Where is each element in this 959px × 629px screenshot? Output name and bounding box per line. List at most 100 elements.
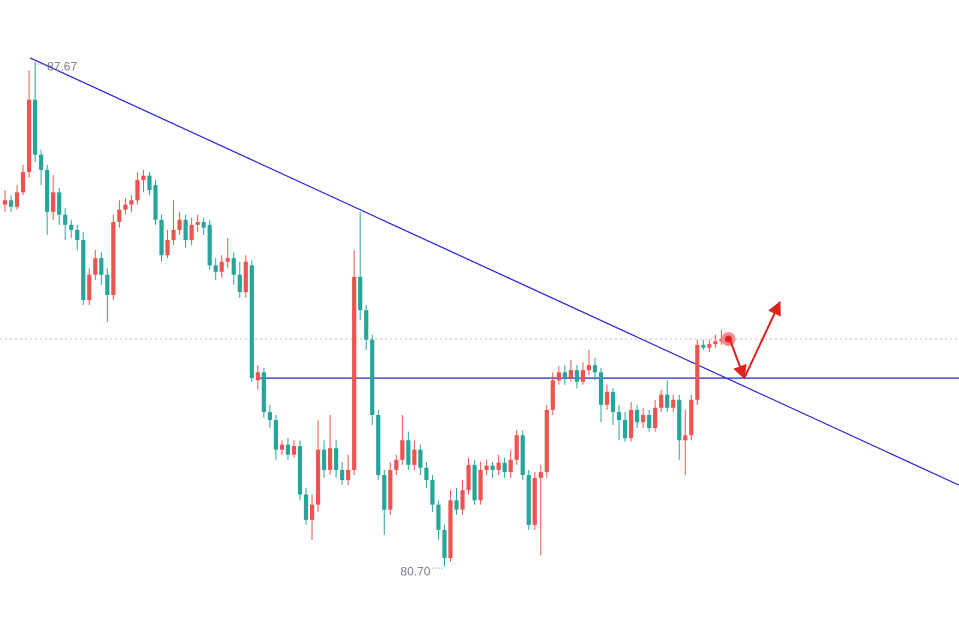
candle-body: [677, 399, 682, 441]
candle-body: [424, 467, 429, 481]
candle-body: [388, 469, 393, 510]
arrow-segment: [728, 337, 747, 380]
candle-body: [460, 490, 465, 510]
candle-body: [701, 344, 706, 348]
candle-body: [538, 472, 543, 478]
candle-body: [195, 221, 200, 225]
candle-body: [478, 469, 483, 501]
high-label: 87.67: [47, 59, 77, 73]
candle-body: [370, 339, 375, 415]
candle-body: [165, 240, 170, 256]
candle-body: [51, 192, 56, 212]
candle-body: [39, 154, 44, 170]
candle-body: [159, 219, 164, 256]
candle-body: [659, 394, 664, 408]
candle-body: [466, 464, 471, 491]
candle-body: [315, 449, 321, 505]
candle-body: [610, 391, 616, 413]
candle-body: [183, 219, 188, 241]
candle-body: [105, 274, 110, 295]
candle-body: [26, 99, 32, 173]
candle-body: [135, 180, 140, 201]
candle-body: [213, 265, 218, 272]
candle-body: [683, 435, 688, 441]
candle-body: [598, 372, 604, 405]
candle-body: [496, 462, 501, 470]
candle-body: [8, 200, 14, 207]
candle-body: [201, 221, 206, 228]
candle-body: [141, 175, 146, 181]
candle-body: [520, 435, 525, 476]
candle-body: [273, 420, 279, 450]
candle-body: [177, 219, 182, 230]
candle-body: [616, 412, 622, 421]
candle-body: [376, 414, 381, 476]
candle-body: [622, 420, 628, 439]
candle-body: [604, 391, 610, 405]
candle-body: [574, 370, 580, 382]
candle-body: [334, 448, 339, 470]
candle-body: [550, 380, 555, 410]
candle-body: [364, 310, 369, 340]
candle-body: [32, 99, 38, 155]
candle-body: [508, 459, 513, 473]
trend-line: [29, 57, 959, 486]
candle-body: [237, 274, 242, 293]
candle-body: [394, 459, 399, 470]
candle-body: [707, 344, 712, 348]
candle-body: [303, 494, 309, 520]
candle-body: [327, 448, 333, 470]
candle-body: [412, 449, 417, 465]
candle-body: [340, 469, 345, 481]
candle-body: [171, 229, 176, 241]
candle-body: [69, 224, 74, 230]
candle-body: [346, 469, 351, 481]
candle-body: [454, 500, 459, 510]
candle-body: [472, 464, 477, 501]
candle-body: [719, 339, 724, 342]
candle-body: [189, 224, 194, 241]
candle-body: [665, 394, 670, 408]
candle-body: [406, 440, 411, 465]
candle-body: [267, 412, 272, 421]
candle-body: [297, 446, 303, 495]
candle-body: [219, 261, 224, 272]
candle-body: [249, 265, 254, 379]
candle-body: [231, 258, 236, 275]
candle-body: [653, 407, 658, 429]
candle-body: [225, 258, 230, 262]
candle-body: [321, 449, 327, 470]
candle-body: [382, 475, 387, 510]
candle-body: [358, 276, 363, 311]
candle-body: [436, 504, 441, 530]
candle-body: [123, 204, 128, 210]
candle-body: [81, 240, 86, 301]
candle-body: [532, 477, 537, 525]
candle-body: [93, 258, 98, 275]
candle-body: [261, 372, 266, 413]
candle-body: [400, 440, 405, 460]
candle-body: [526, 475, 531, 525]
candle-body: [580, 370, 586, 382]
candle-body: [635, 409, 640, 423]
candle-body: [484, 465, 489, 470]
candle-body: [695, 344, 700, 400]
candle-body: [2, 200, 8, 205]
candle-body: [562, 372, 567, 379]
candle-body: [57, 192, 62, 215]
candle-body: [448, 500, 453, 559]
candle-body: [117, 209, 122, 222]
candle-body: [255, 372, 260, 381]
candle-body: [153, 185, 158, 220]
candle-body: [129, 200, 134, 205]
candle-body: [490, 465, 495, 470]
candle-body: [207, 224, 212, 266]
candle-body: [285, 444, 291, 455]
candle-body: [592, 365, 598, 373]
candle-body: [87, 274, 92, 301]
candle-body: [713, 341, 718, 345]
candle-body: [628, 409, 634, 439]
candle-body: [502, 462, 507, 473]
candle-body: [279, 444, 285, 450]
